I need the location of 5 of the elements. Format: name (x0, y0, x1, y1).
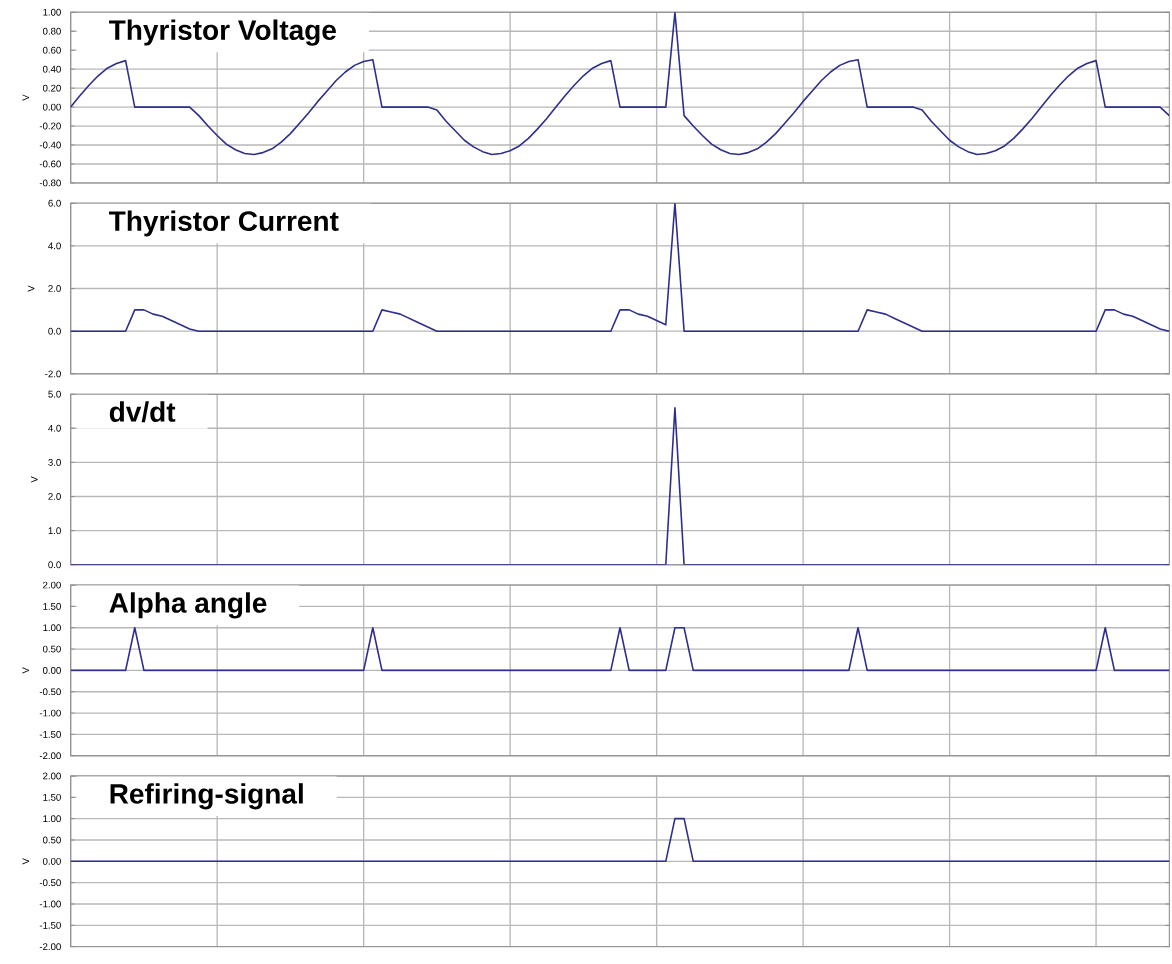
chart-title: Thyristor Voltage (109, 19, 336, 46)
chart-title: Refiring-signal (110, 782, 303, 809)
chart-title: Alpha angle (109, 591, 267, 619)
chart-title: Thyristor Current (109, 209, 339, 237)
chart-title: dv/dt (109, 400, 176, 422)
